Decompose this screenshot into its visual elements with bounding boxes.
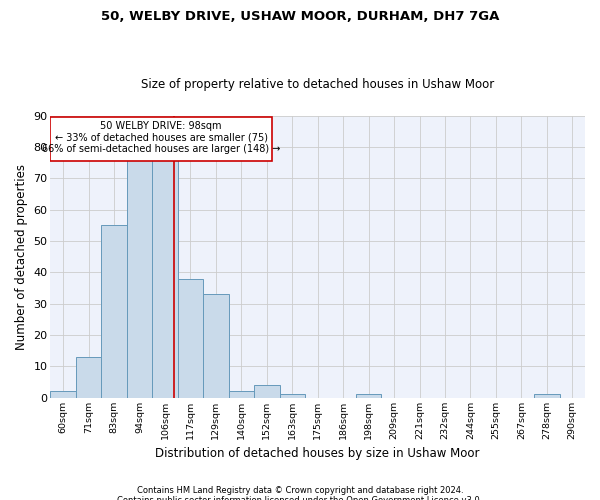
Bar — [127, 160, 152, 398]
Bar — [76, 357, 101, 398]
Bar — [50, 392, 76, 398]
Title: Size of property relative to detached houses in Ushaw Moor: Size of property relative to detached ho… — [141, 78, 494, 91]
Bar — [254, 385, 280, 398]
Text: ← 33% of detached houses are smaller (75): ← 33% of detached houses are smaller (75… — [55, 132, 268, 142]
Bar — [152, 160, 178, 398]
Bar — [203, 294, 229, 398]
Text: Contains HM Land Registry data © Crown copyright and database right 2024.: Contains HM Land Registry data © Crown c… — [137, 486, 463, 495]
Bar — [534, 394, 560, 398]
Bar — [178, 278, 203, 398]
Text: 50, WELBY DRIVE, USHAW MOOR, DURHAM, DH7 7GA: 50, WELBY DRIVE, USHAW MOOR, DURHAM, DH7… — [101, 10, 499, 23]
Bar — [229, 392, 254, 398]
X-axis label: Distribution of detached houses by size in Ushaw Moor: Distribution of detached houses by size … — [155, 447, 480, 460]
Bar — [101, 226, 127, 398]
FancyBboxPatch shape — [50, 118, 272, 161]
Bar — [356, 394, 382, 398]
Text: Contains public sector information licensed under the Open Government Licence v3: Contains public sector information licen… — [118, 496, 482, 500]
Text: 66% of semi-detached houses are larger (148) →: 66% of semi-detached houses are larger (… — [42, 144, 280, 154]
Y-axis label: Number of detached properties: Number of detached properties — [15, 164, 28, 350]
Text: 50 WELBY DRIVE: 98sqm: 50 WELBY DRIVE: 98sqm — [100, 121, 222, 131]
Bar — [280, 394, 305, 398]
